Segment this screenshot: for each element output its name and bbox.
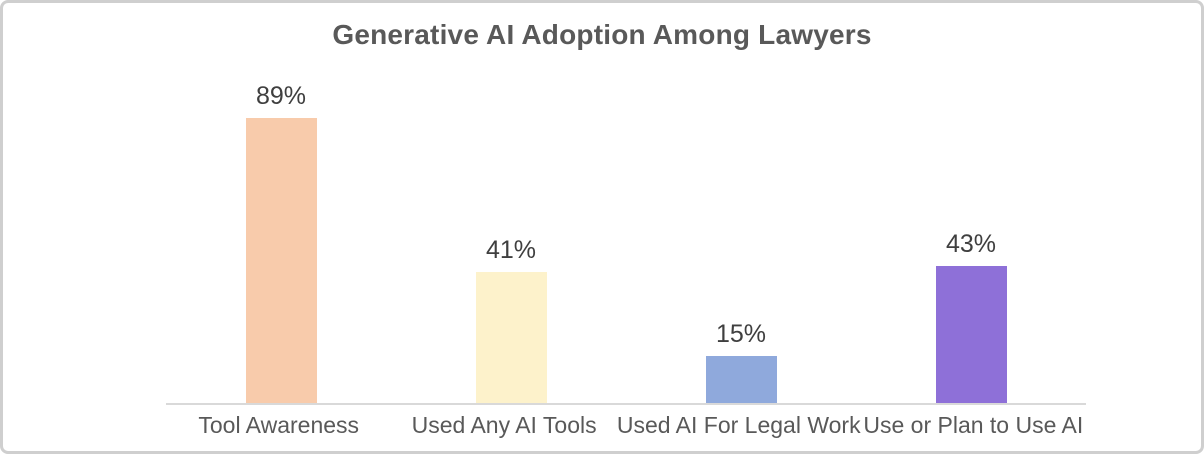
bar	[475, 272, 547, 404]
bar	[705, 356, 777, 404]
plot-area: 89% 41% 15% 43%	[166, 82, 1086, 404]
chart-title: Generative AI Adoption Among Lawyers	[332, 19, 872, 50]
x-axis-category-label: Used Any AI Tools	[411, 412, 597, 438]
x-axis-line	[166, 403, 1086, 405]
bar-slot: 89%	[166, 82, 396, 404]
bar	[935, 266, 1007, 404]
bar-value-label: 89%	[255, 82, 307, 110]
x-axis-category-label: Use or Plan to Use AI	[863, 412, 1084, 438]
bar-slot: 43%	[856, 83, 1086, 404]
x-axis-category-label: Tool Awareness	[198, 412, 360, 438]
x-axis-category-row: Tool Awareness Used Any AI Tools Used AI F…	[166, 412, 1086, 439]
bar	[245, 118, 317, 404]
bar-value-label: 15%	[715, 320, 767, 348]
bar-slot: 15%	[626, 83, 856, 404]
x-axis-category-label: Used AI For Legal Work	[616, 412, 861, 438]
bar-value-label: 43%	[945, 230, 997, 258]
bar-slot: 41%	[396, 83, 626, 404]
bar-value-label: 41%	[485, 236, 537, 264]
